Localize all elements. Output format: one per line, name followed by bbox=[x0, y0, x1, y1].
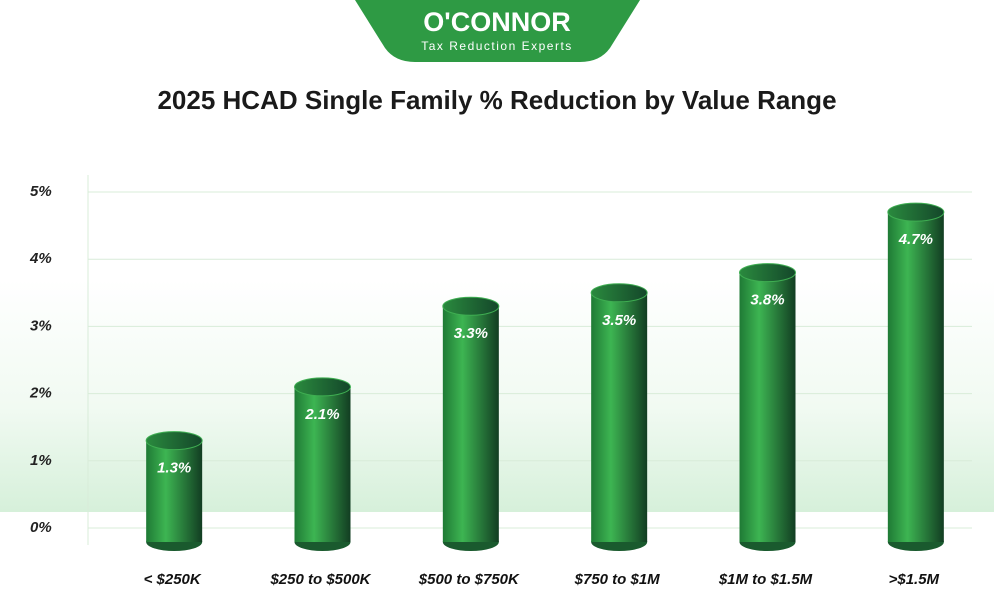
x-tick-label: $1M to $1.5M bbox=[718, 571, 813, 588]
value-label: 3.3% bbox=[454, 325, 488, 342]
logo-badge bbox=[355, 0, 640, 62]
y-tick-label: 0% bbox=[30, 519, 52, 536]
bar bbox=[294, 386, 351, 542]
logo-tagline: Tax Reduction Experts bbox=[421, 39, 573, 53]
x-tick-label: $500 to $750K bbox=[418, 571, 520, 588]
bar-cap bbox=[294, 377, 351, 397]
x-tick-label: < $250K bbox=[144, 571, 202, 588]
value-label: 3.8% bbox=[750, 292, 784, 309]
bar-cap bbox=[590, 283, 648, 303]
value-label: 2.1% bbox=[304, 406, 339, 423]
value-label: 4.7% bbox=[898, 231, 933, 248]
y-tick-label: 3% bbox=[30, 317, 52, 334]
y-tick-label: 5% bbox=[30, 183, 52, 200]
bar bbox=[887, 212, 944, 542]
y-tick-label: 1% bbox=[30, 452, 52, 469]
logo-name: O'CONNOR bbox=[423, 7, 570, 37]
x-tick-label: >$1.5M bbox=[889, 571, 940, 588]
bar-cap bbox=[145, 431, 203, 451]
bar bbox=[739, 272, 796, 542]
bar-cap bbox=[739, 263, 796, 283]
x-tick-label: $750 to $1M bbox=[574, 571, 661, 588]
bar bbox=[591, 292, 648, 542]
value-label: 1.3% bbox=[157, 460, 191, 477]
chart-title: 2025 HCAD Single Family % Reduction by V… bbox=[157, 85, 836, 115]
bar bbox=[442, 306, 499, 542]
bar-cap bbox=[442, 296, 500, 316]
x-tick-label: $250 to $500K bbox=[269, 571, 371, 588]
value-label: 3.5% bbox=[602, 312, 636, 329]
bar bbox=[146, 440, 203, 542]
y-tick-label: 2% bbox=[29, 385, 52, 402]
bar-cap bbox=[887, 202, 945, 222]
y-tick-label: 4% bbox=[29, 250, 52, 267]
